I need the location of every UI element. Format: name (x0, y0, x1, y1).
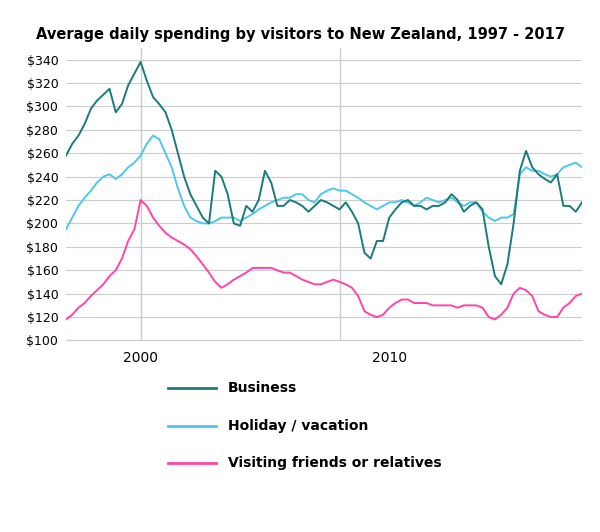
Holiday / vacation (323, 187, 331, 194)
Holiday / vacation (460, 203, 467, 209)
Business (94, 97, 101, 104)
Business (497, 281, 505, 287)
Business (299, 203, 306, 209)
Visiting friends or relatives (460, 302, 467, 309)
Business (62, 152, 70, 159)
Visiting friends or relatives (299, 277, 306, 283)
Business (137, 59, 144, 65)
Text: Business: Business (228, 381, 297, 395)
Holiday / vacation (578, 164, 586, 170)
Visiting friends or relatives (323, 279, 331, 285)
Text: Holiday / vacation: Holiday / vacation (228, 419, 368, 433)
Business (68, 140, 76, 147)
Visiting friends or relatives (94, 287, 101, 293)
Text: Average daily spending by visitors to New Zealand, 1997 - 2017: Average daily spending by visitors to Ne… (35, 27, 565, 41)
Visiting friends or relatives (137, 197, 144, 203)
Line: Holiday / vacation: Holiday / vacation (66, 136, 582, 229)
Business (485, 244, 493, 250)
Visiting friends or relatives (485, 314, 493, 320)
Business (460, 209, 467, 215)
Holiday / vacation (149, 132, 157, 139)
Holiday / vacation (62, 226, 70, 232)
Line: Business: Business (66, 62, 582, 284)
Visiting friends or relatives (62, 316, 70, 322)
Line: Visiting friends or relatives: Visiting friends or relatives (66, 200, 582, 319)
Holiday / vacation (68, 214, 76, 221)
Holiday / vacation (299, 191, 306, 197)
Visiting friends or relatives (578, 290, 586, 297)
Business (578, 199, 586, 205)
Business (323, 199, 331, 205)
Visiting friends or relatives (68, 312, 76, 318)
Holiday / vacation (485, 214, 493, 221)
Text: Visiting friends or relatives: Visiting friends or relatives (228, 456, 442, 470)
Holiday / vacation (94, 179, 101, 186)
